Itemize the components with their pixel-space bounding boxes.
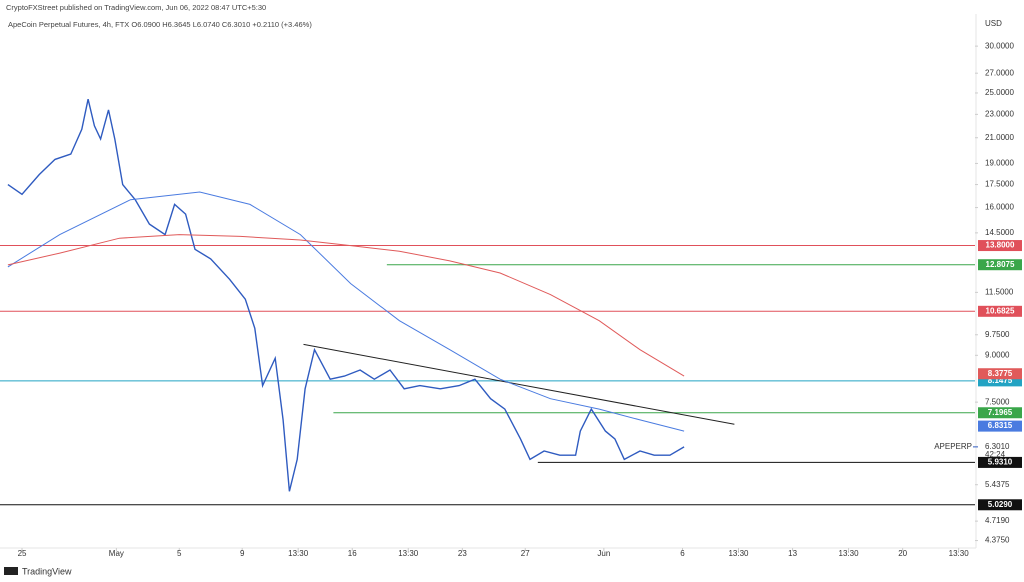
countdown: 42:24 [985, 450, 1006, 459]
level-label: 8.1475 [988, 376, 1013, 385]
y-tick-label: 14.5000 [985, 228, 1014, 237]
x-tick-label: 6 [680, 549, 685, 558]
x-tick-label: 16 [348, 549, 357, 558]
x-tick-label: 13:30 [949, 549, 970, 558]
level-label: 5.9310 [988, 458, 1013, 467]
y-tick-label: 7.5000 [985, 397, 1010, 406]
x-tick-label: Jun [597, 549, 610, 558]
y-tick-label: 4.3750 [985, 536, 1010, 545]
y-tick-label: 5.4375 [985, 480, 1010, 489]
y-tick-label: 9.0000 [985, 350, 1010, 359]
last-price-label: 6.3010 [985, 442, 1010, 451]
series-line [7, 99, 685, 492]
y-tick-label: 30.0000 [985, 41, 1014, 50]
level-badge [978, 456, 1022, 468]
x-tick-label: 13:30 [839, 549, 860, 558]
y-tick-label: 19.0000 [985, 159, 1014, 168]
level-label: 10.6825 [986, 306, 1015, 315]
y-tick-label: 11.5000 [985, 287, 1014, 296]
series-line [7, 234, 685, 377]
x-tick-label: May [109, 549, 124, 558]
y-tick-label: 4.7190 [985, 516, 1010, 525]
publisher: CryptoFXStreet published on TradingView.… [6, 3, 266, 12]
level-badge [978, 499, 1022, 511]
x-tick-label: 13 [788, 549, 797, 558]
x-tick-label: 5 [177, 549, 182, 558]
series-end-label: 6.8315 [988, 421, 1013, 430]
y-tick-label: 17.5000 [985, 180, 1014, 189]
y-tick-label: 23.0000 [985, 109, 1014, 118]
x-tick-label: 23 [458, 549, 467, 558]
trendline [303, 343, 735, 425]
y-tick-label: 9.7500 [985, 330, 1010, 339]
level-label: 13.8000 [986, 241, 1015, 250]
level-badge [978, 259, 1022, 271]
last-price-symbol: APEPERP [934, 442, 972, 451]
x-tick-label: 13:30 [728, 549, 749, 558]
chart-title: ApeCoin Perpetual Futures, 4h, FTX O6.09… [8, 20, 312, 29]
level-badge [978, 240, 1022, 252]
y-tick-label: 27.0000 [985, 68, 1014, 77]
x-tick-label: 9 [240, 549, 245, 558]
level-label: 7.1965 [988, 408, 1013, 417]
level-label: 12.8075 [986, 260, 1015, 269]
series-end-label: 8.3775 [988, 369, 1013, 378]
series-line [7, 191, 685, 432]
footer: TradingView [22, 566, 72, 576]
level-badge [978, 407, 1022, 419]
x-tick-label: 13:30 [398, 549, 419, 558]
x-tick-label: 13:30 [288, 549, 309, 558]
x-tick-label: 27 [521, 549, 530, 558]
level-badge [978, 305, 1022, 317]
x-tick-label: 25 [18, 549, 27, 558]
series-end-badge [978, 368, 1022, 380]
level-badge [978, 375, 1022, 387]
y-unit: USD [985, 19, 1002, 28]
series-end-badge [978, 420, 1022, 432]
logo [4, 567, 18, 575]
level-label: 5.0290 [988, 500, 1013, 509]
y-tick-label: 16.0000 [985, 203, 1014, 212]
y-tick-label: 25.0000 [985, 88, 1014, 97]
x-tick-label: 20 [898, 549, 907, 558]
y-tick-label: 21.0000 [985, 133, 1014, 142]
